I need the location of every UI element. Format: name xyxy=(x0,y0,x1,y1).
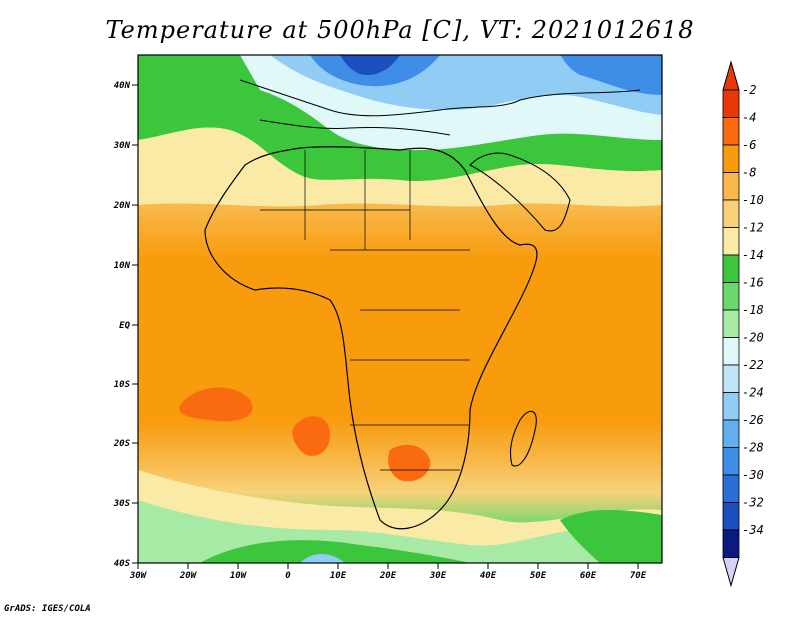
colorbar-swatch xyxy=(722,254,740,283)
lon-label: 40E xyxy=(480,571,497,581)
lon-label: 70E xyxy=(630,571,647,581)
colorbar-swatch xyxy=(722,364,740,393)
colorbar-swatch xyxy=(722,502,740,531)
colorbar-swatch xyxy=(722,529,740,558)
lon-label: 20E xyxy=(379,571,397,581)
colorbar-label: -6 xyxy=(742,138,756,152)
lon-label: 10E xyxy=(330,571,347,581)
lon-label: 30W xyxy=(129,571,148,581)
lat-label: 40N xyxy=(114,81,131,91)
colorbar-bottom-arrow xyxy=(722,557,740,588)
map-title: Temperature at 500hPa [C], VT: 202101261… xyxy=(105,16,695,44)
colorbar-label: -4 xyxy=(742,111,756,125)
colorbar-top-arrow xyxy=(722,60,740,91)
colorbar-swatch xyxy=(722,337,740,366)
map-frame xyxy=(137,54,663,564)
colorbar-swatch xyxy=(722,474,740,503)
colorbar-label: -32 xyxy=(742,496,764,510)
colorbar-swatch xyxy=(722,282,740,311)
lat-label: 30S xyxy=(113,499,131,509)
lon-label: 20W xyxy=(179,571,198,581)
colorbar-swatch xyxy=(722,172,740,201)
colorbar-swatch xyxy=(722,89,740,118)
colorbar-label: -20 xyxy=(742,331,764,345)
lat-label: EQ xyxy=(119,321,130,331)
lat-label: 10S xyxy=(114,380,131,390)
colorbar-label: -8 xyxy=(742,166,756,180)
colorbar-swatch xyxy=(722,392,740,421)
lon-label: 50E xyxy=(530,571,547,581)
colorbar-swatch xyxy=(722,227,740,256)
lat-label: 40S xyxy=(114,559,131,569)
colorbar-swatch xyxy=(722,144,740,173)
colorbar-label: -18 xyxy=(742,303,764,317)
lat-label: 30N xyxy=(113,141,131,151)
colorbar-label: -34 xyxy=(742,523,764,537)
colorbar-swatch xyxy=(722,117,740,146)
colorbar-label: -10 xyxy=(742,193,764,207)
lat-label: 20S xyxy=(113,439,131,449)
axis-ticks xyxy=(132,84,639,569)
lat-label: 10N xyxy=(114,261,131,271)
lon-label: 0 xyxy=(285,571,291,581)
colorbar-label: -16 xyxy=(742,276,764,290)
colorbar-label: -26 xyxy=(742,413,764,427)
credit-text: GrADS: IGES/COLA xyxy=(4,604,91,614)
colorbar: -2 -4 -6 -8 -10 -12 -14 -16 -18 -20 -22 -24 -26 -28 -3… xyxy=(722,60,764,588)
temperature-field xyxy=(138,55,662,563)
lon-label: 10W xyxy=(230,571,248,581)
colorbar-label: -22 xyxy=(742,358,764,372)
colorbar-label: -28 xyxy=(742,441,764,455)
colorbar-label: -24 xyxy=(742,386,764,400)
colorbar-swatch xyxy=(722,447,740,476)
colorbar-swatch xyxy=(722,199,740,228)
colorbar-swatch xyxy=(722,419,740,448)
lon-label: 60E xyxy=(580,571,597,581)
colorbar-swatch xyxy=(722,309,740,338)
colorbar-label: -30 xyxy=(742,468,764,482)
colorbar-label: -2 xyxy=(742,83,756,97)
lat-label: 20N xyxy=(113,201,131,211)
colorbar-label: -12 xyxy=(742,221,764,235)
lon-label: 30E xyxy=(429,571,447,581)
colorbar-label: -14 xyxy=(742,248,764,262)
